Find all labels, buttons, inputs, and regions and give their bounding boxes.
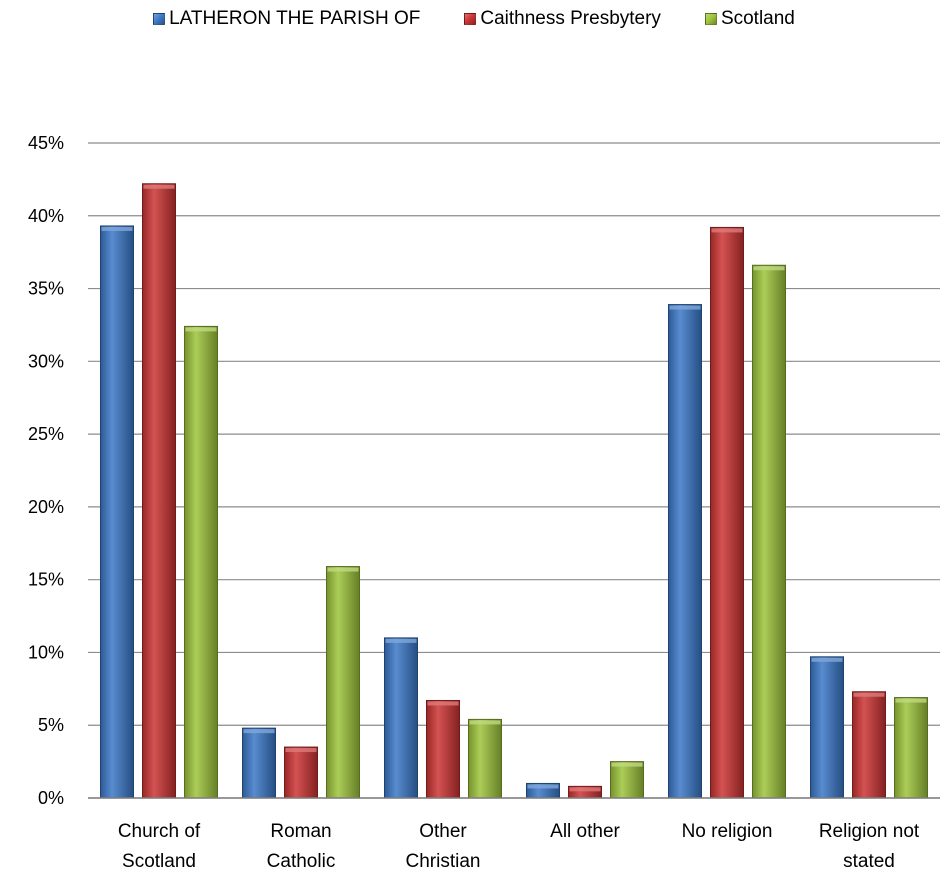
x-category-label: All other <box>550 821 620 842</box>
bar <box>668 304 702 799</box>
y-tick-label: 15% <box>28 570 64 590</box>
bar-top-highlight <box>243 729 275 734</box>
y-tick-label: 40% <box>28 206 64 226</box>
bar <box>852 691 886 799</box>
x-category-label: Religion not stated <box>819 821 920 872</box>
bar-top-highlight <box>611 762 643 767</box>
bar <box>100 225 134 799</box>
legend-label: Caithness Presbytery <box>480 8 661 29</box>
bar-top-highlight <box>327 567 359 572</box>
y-tick-label: 25% <box>28 424 64 444</box>
legend-label: Scotland <box>720 8 795 29</box>
bar-top-highlight <box>669 305 701 310</box>
y-axis: 0% 5% 10% 15% 20% 25% 30% 35% 40% 45% <box>28 133 64 808</box>
bar <box>710 226 744 799</box>
y-tick-label: 5% <box>38 715 64 735</box>
y-tick-label: 30% <box>28 351 64 371</box>
bar-top-highlight <box>185 327 217 332</box>
y-tick-label: 0% <box>38 788 64 808</box>
bar-top-highlight <box>143 184 175 189</box>
bar <box>184 325 218 799</box>
bar <box>242 727 276 799</box>
legend-item: Scotland <box>704 8 795 30</box>
y-tick-label: 20% <box>28 497 64 517</box>
bar <box>468 718 502 799</box>
bar <box>894 697 928 799</box>
bar <box>610 761 644 799</box>
x-category-label: Other Christian <box>406 821 481 872</box>
bar <box>142 183 176 799</box>
chart-legend: LATHERON THE PARISH OF Caithness Presbyte… <box>0 6 948 32</box>
legend-swatch <box>704 13 717 25</box>
x-category-label: No religion <box>682 821 773 842</box>
bar <box>426 699 460 799</box>
x-axis: Church of Scotland Roman Catholic Other Chris… <box>88 797 940 872</box>
bar-top-highlight <box>711 228 743 233</box>
bar-top-highlight <box>101 226 133 231</box>
y-tick-label: 10% <box>28 642 64 662</box>
y-tick-label: 45% <box>28 133 64 153</box>
y-tick-label: 35% <box>28 279 64 299</box>
bar-top-highlight <box>285 748 317 753</box>
bar-top-highlight <box>527 784 559 789</box>
bars <box>100 183 928 799</box>
bar-top-highlight <box>469 720 501 725</box>
bar <box>384 637 418 799</box>
bar-top-highlight <box>853 692 885 697</box>
bar <box>326 566 360 799</box>
bar-top-highlight <box>385 638 417 643</box>
x-category-label: Roman Catholic <box>267 821 336 872</box>
legend-label: LATHERON THE PARISH OF <box>169 8 421 29</box>
bar <box>752 264 786 799</box>
bar-top-highlight <box>569 787 601 792</box>
legend-item: Caithness Presbytery <box>464 8 661 30</box>
bar-top-highlight <box>753 266 785 271</box>
bar-top-highlight <box>427 701 459 706</box>
legend-swatch <box>153 13 166 25</box>
bar-top-highlight <box>895 698 927 703</box>
legend-item: LATHERON THE PARISH OF <box>153 8 420 30</box>
legend-swatch <box>464 13 477 25</box>
x-category-label: Church of Scotland <box>118 821 201 872</box>
bar <box>810 656 844 799</box>
bar <box>284 746 318 799</box>
bar-top-highlight <box>811 657 843 662</box>
